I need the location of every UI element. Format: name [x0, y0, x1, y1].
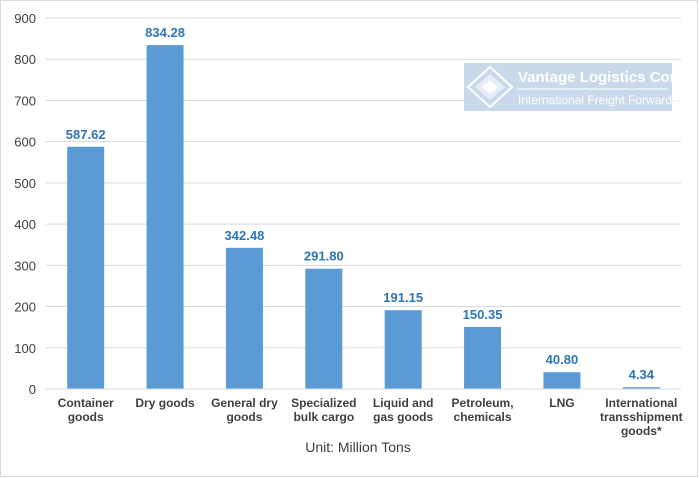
bar [384, 310, 422, 389]
y-tick-label: 900 [14, 11, 36, 26]
bars [67, 45, 660, 389]
x-axis-title: Unit: Million Tons [305, 439, 411, 455]
x-tick-label: LNG [549, 396, 574, 410]
data-label: 150.35 [463, 307, 503, 322]
logo-diamond-icon [466, 65, 514, 109]
bar [464, 327, 502, 389]
bar [225, 247, 263, 389]
y-tick-label: 0 [29, 382, 36, 397]
bar [305, 268, 343, 389]
y-tick-label: 200 [14, 300, 36, 315]
x-tick-label: Container goods [58, 396, 114, 424]
y-tick-label: 800 [14, 52, 36, 67]
bar [543, 372, 581, 389]
bar [146, 45, 184, 389]
x-tick-label: Petroleum, chemicals [452, 396, 514, 424]
company-logo: Vantage Logistics Corp. International Fr… [464, 63, 689, 111]
x-tick-label: Dry goods [135, 396, 195, 410]
y-tick-label: 400 [14, 217, 36, 232]
x-tick-label: International transshipment goods* [600, 396, 683, 438]
y-tick-label: 100 [14, 341, 36, 356]
data-label: 834.28 [145, 25, 185, 40]
logo-tagline: International Freight Forwarders [518, 93, 689, 107]
data-labels: 587.62 834.28 342.48 291.80 191.15 150.35 40.8… [66, 25, 655, 382]
data-label: 191.15 [383, 290, 423, 305]
data-label: 342.48 [225, 228, 265, 243]
data-label: 4.34 [629, 367, 655, 382]
data-label: 291.80 [304, 249, 344, 264]
y-tick-label: 500 [14, 176, 36, 191]
y-tick-label: 600 [14, 135, 36, 150]
x-axis-ticks: Container goods Dry goods General dry goods S… [58, 396, 683, 438]
x-tick-label: Specialized bulk cargo [291, 396, 356, 424]
y-tick-label: 700 [14, 93, 36, 108]
bar [622, 387, 660, 389]
bar [67, 146, 105, 389]
logo-company-name: Vantage Logistics Corp. [518, 69, 689, 86]
data-label: 587.62 [66, 127, 106, 142]
x-tick-label: Liquid and gas goods [373, 396, 434, 424]
data-label: 40.80 [546, 352, 579, 367]
x-tick-label: General dry goods [211, 396, 278, 424]
y-axis-ticks: 0 100 200 300 400 500 600 700 800 900 [14, 11, 36, 397]
y-tick-label: 300 [14, 258, 36, 273]
